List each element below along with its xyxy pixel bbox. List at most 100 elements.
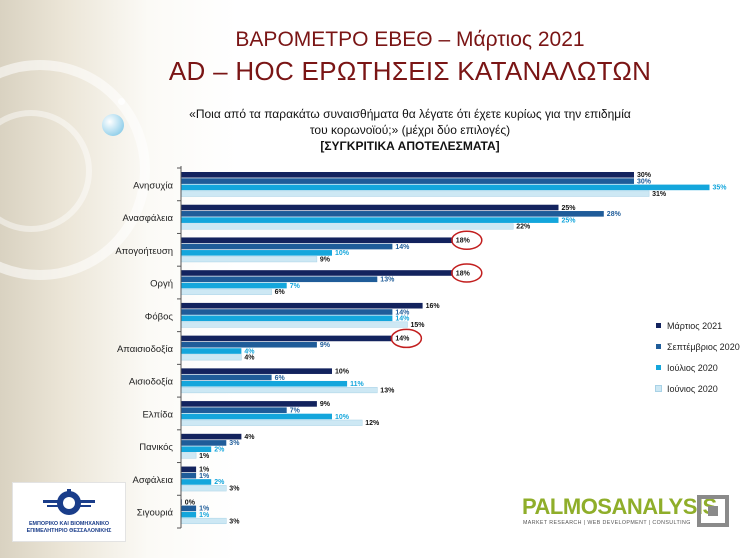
data-label: 2% xyxy=(214,447,225,454)
category-label: Απαισιοδοξία xyxy=(117,344,174,355)
data-label: 28% xyxy=(607,211,622,218)
bar xyxy=(181,380,348,387)
data-label: 11% xyxy=(350,381,364,388)
data-label: 16% xyxy=(426,303,441,310)
ebeth-name-line-2: ΕΠΙΜΕΛΗΤΗΡΙΟ ΘΕΣΣΑΛΟΝΙΚΗΣ xyxy=(26,528,112,534)
data-label: 3% xyxy=(229,440,240,447)
bar xyxy=(181,204,559,211)
data-label: 22% xyxy=(516,224,531,231)
data-label: 12% xyxy=(365,420,380,427)
bar xyxy=(180,354,242,361)
legend-label: Ιούνιος 2020 xyxy=(667,383,718,394)
data-label: 10% xyxy=(335,368,350,375)
category-label: Ανησυχία xyxy=(133,180,173,191)
bar xyxy=(181,302,423,309)
question-line-1: «Ποια από τα παρακάτω συναισθήματα θα λέ… xyxy=(189,107,631,121)
data-label: 35% xyxy=(713,185,728,192)
ebeth-logo: ΕΜΠΟΡΙΚΟ ΚΑΙ ΒΙΟΜΗΧΑΝΙΚΟ ΕΠΙΜΕΛΗΤΗΡΙΟ ΘΕ… xyxy=(12,482,126,542)
bar xyxy=(181,211,604,217)
data-label: 14% xyxy=(395,316,410,323)
question-text: «Ποια από τα παρακάτω συναισθήματα θα λέ… xyxy=(130,106,690,154)
data-label: 14% xyxy=(395,309,410,316)
decor-bubble xyxy=(102,114,124,136)
category-label: Ανασφάλεια xyxy=(122,213,173,224)
bar xyxy=(180,288,272,295)
legend-item: Μάρτιος 2021 xyxy=(656,315,740,336)
legend-swatch xyxy=(656,344,661,349)
data-label: 31% xyxy=(652,191,667,198)
data-label: 4% xyxy=(244,355,255,362)
data-label: 1% xyxy=(199,512,210,519)
category-label: Φόβος xyxy=(145,311,174,322)
data-label: 25% xyxy=(562,217,577,224)
data-label: 2% xyxy=(214,479,225,486)
bar xyxy=(180,256,318,263)
bar xyxy=(181,348,242,354)
data-label: 30% xyxy=(637,178,652,185)
category-label: Οργή xyxy=(150,279,173,290)
bar xyxy=(181,276,378,283)
data-label: 13% xyxy=(380,277,395,284)
bar xyxy=(181,446,212,453)
bar xyxy=(181,505,197,512)
bar xyxy=(181,309,393,315)
data-label: 1% xyxy=(199,467,210,474)
highlight-circle xyxy=(451,263,483,283)
data-label: 9% xyxy=(320,342,331,349)
bar xyxy=(180,485,227,492)
bar xyxy=(181,466,197,473)
data-label: 30% xyxy=(637,172,652,179)
decor-circle-medium xyxy=(0,110,92,232)
data-label: 10% xyxy=(335,250,350,257)
data-label: 14% xyxy=(395,244,410,251)
data-label: 18% xyxy=(456,238,471,245)
data-label: 7% xyxy=(290,407,301,414)
decor-dot xyxy=(118,98,125,105)
bar xyxy=(181,341,317,348)
bar xyxy=(181,270,453,276)
bar xyxy=(180,190,650,197)
bar xyxy=(181,433,242,440)
data-label: 6% xyxy=(275,289,286,296)
data-label: 6% xyxy=(275,375,286,382)
category-label: Σιγουριά xyxy=(137,508,174,519)
category-label: Ελπίδα xyxy=(142,409,173,420)
highlight-circle xyxy=(390,328,423,349)
bar xyxy=(181,407,287,413)
bar xyxy=(181,374,272,381)
data-label: 3% xyxy=(229,486,240,493)
data-label: 0% xyxy=(185,499,196,506)
data-label: 10% xyxy=(335,414,350,421)
data-label: 1% xyxy=(199,473,210,480)
data-label: 9% xyxy=(320,256,331,263)
bar xyxy=(181,335,393,342)
bar xyxy=(180,517,227,525)
highlight-circle xyxy=(451,230,483,251)
palmos-square-icon xyxy=(697,495,729,527)
chart-legend: Μάρτιος 2021 Σεπτέμβριος 2020 Ιούλιος 2020… xyxy=(655,315,740,399)
bar xyxy=(181,250,332,256)
legend-label: Μάρτιος 2021 xyxy=(667,320,723,331)
bar xyxy=(180,321,408,328)
bar xyxy=(181,479,212,485)
legend-swatch xyxy=(656,323,661,328)
bar xyxy=(181,172,634,178)
bar xyxy=(181,401,317,407)
data-label: 1% xyxy=(199,453,210,460)
palmos-analysis-tagline: MARKET RESEARCH | WEB DEVELOPMENT | CONS… xyxy=(523,520,691,526)
bar xyxy=(181,440,227,446)
ebeth-name-line-1: ΕΜΠΟΡΙΚΟ ΚΑΙ ΒΙΟΜΗΧΑΝΙΚΟ xyxy=(28,521,110,527)
data-label: 25% xyxy=(562,205,577,212)
bar xyxy=(181,178,634,184)
question-line-2: του κορωνοϊού;» (μέχρι δύο επιλογές) xyxy=(309,123,511,137)
data-label: 4% xyxy=(244,434,255,441)
ebeth-emblem-icon xyxy=(43,489,95,515)
category-label: Αισιοδοξία xyxy=(129,377,174,388)
category-label: Πανικός xyxy=(139,442,173,453)
legend-swatch xyxy=(655,385,662,392)
legend-item: Ιούνιος 2020 xyxy=(655,378,740,399)
bar xyxy=(181,315,393,322)
slide-subtitle: AD – HOC ΕΡΩΤΗΣΕΙΣ ΚΑΤΑΝΑΛΩΤΩΝ xyxy=(168,56,652,86)
bar xyxy=(181,413,332,420)
bar xyxy=(181,282,287,289)
